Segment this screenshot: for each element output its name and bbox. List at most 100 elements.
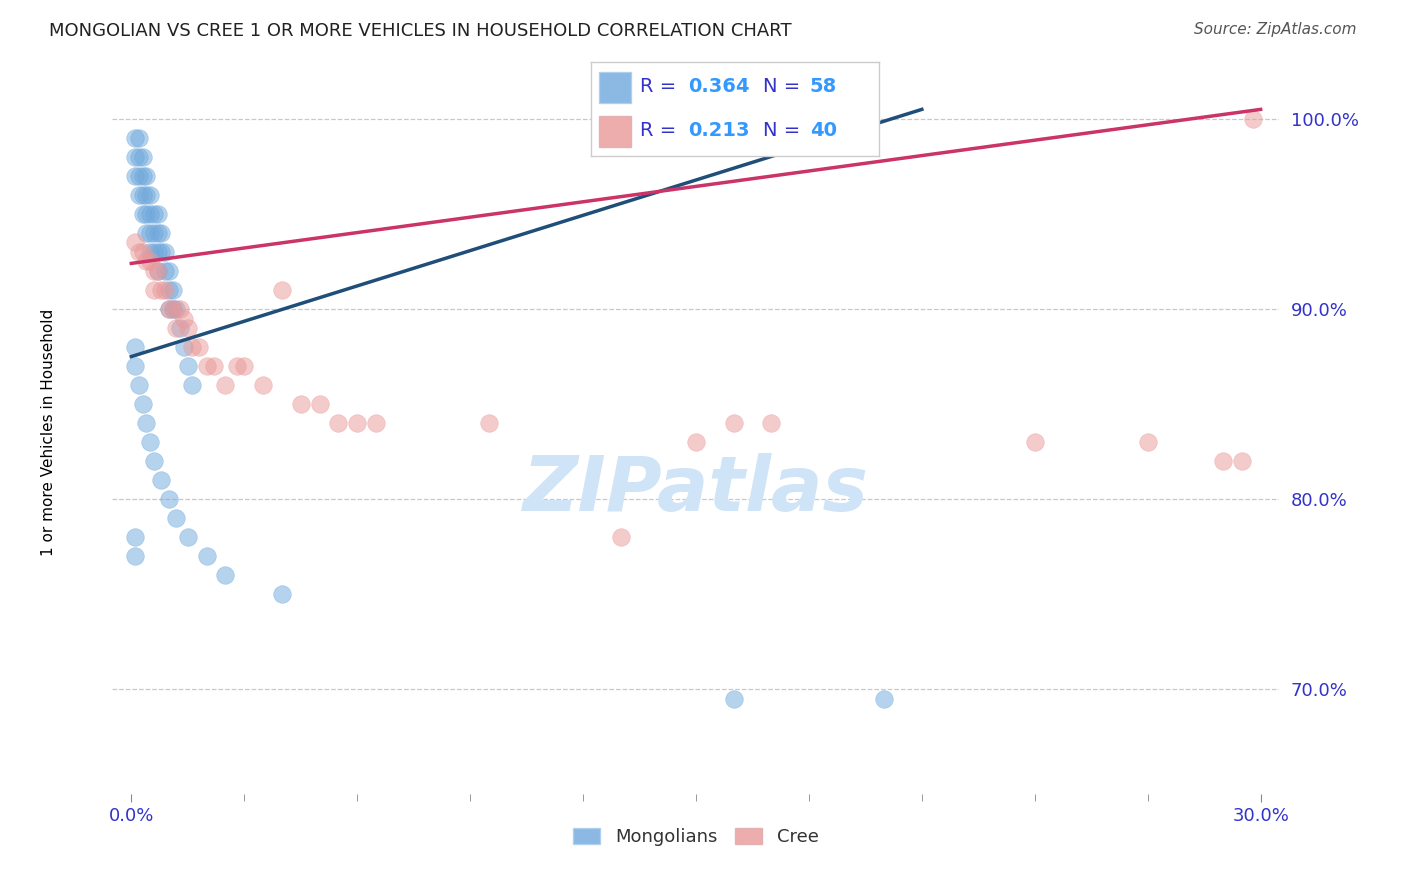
Point [173, 340, 195, 354]
Legend: Mongolians, Cree: Mongolians, Cree [567, 821, 825, 854]
Point [142, 207, 165, 221]
Point [157, 301, 180, 316]
Point [162, 283, 184, 297]
Point [1212, 454, 1234, 468]
Point [135, 254, 157, 268]
Point [308, 397, 330, 411]
Point [723, 416, 745, 430]
Point [157, 492, 180, 507]
Point [270, 587, 292, 601]
Point [478, 416, 501, 430]
Point [214, 378, 236, 392]
Point [761, 416, 783, 430]
Point [124, 235, 146, 250]
Bar [599, 116, 631, 147]
Text: 0.364: 0.364 [689, 78, 749, 96]
Point [150, 283, 173, 297]
Point [233, 359, 256, 373]
Point [124, 530, 146, 544]
Text: 0.213: 0.213 [689, 121, 749, 140]
Point [135, 207, 157, 221]
Point [146, 264, 169, 278]
Point [166, 511, 188, 525]
Point [131, 207, 153, 221]
Point [131, 397, 153, 411]
Point [1230, 454, 1253, 468]
Point [150, 244, 173, 259]
Text: 40: 40 [810, 121, 837, 140]
Point [153, 264, 176, 278]
Text: N =: N = [763, 121, 807, 140]
Text: Source: ZipAtlas.com: Source: ZipAtlas.com [1194, 22, 1357, 37]
Point [142, 283, 165, 297]
Point [131, 150, 153, 164]
Bar [599, 72, 631, 103]
Point [124, 340, 146, 354]
Point [131, 169, 153, 183]
Point [328, 416, 350, 430]
Point [169, 301, 191, 316]
Point [173, 311, 195, 326]
Point [157, 301, 180, 316]
Point [153, 283, 176, 297]
Point [146, 264, 169, 278]
Point [1136, 435, 1159, 450]
Point [128, 378, 150, 392]
Point [135, 188, 157, 202]
Point [252, 378, 274, 392]
Point [188, 340, 211, 354]
Point [685, 435, 707, 450]
Text: ZIPatlas: ZIPatlas [523, 453, 869, 527]
Point [177, 530, 200, 544]
Point [142, 454, 165, 468]
Point [139, 226, 162, 240]
Text: 1 or more Vehicles in Household: 1 or more Vehicles in Household [41, 309, 56, 557]
Point [195, 549, 218, 564]
Point [124, 359, 146, 373]
Point [146, 226, 169, 240]
Point [131, 244, 153, 259]
Point [150, 226, 173, 240]
Text: 58: 58 [810, 78, 837, 96]
Point [124, 131, 146, 145]
Point [153, 244, 176, 259]
Point [364, 416, 387, 430]
Point [146, 244, 169, 259]
Point [142, 226, 165, 240]
Point [1024, 435, 1046, 450]
Point [290, 397, 312, 411]
Point [166, 301, 188, 316]
Point [166, 321, 188, 335]
Point [131, 188, 153, 202]
Point [202, 359, 225, 373]
Point [142, 244, 165, 259]
Point [177, 321, 200, 335]
Point [873, 691, 896, 706]
Point [135, 169, 157, 183]
Point [124, 169, 146, 183]
Point [162, 301, 184, 316]
Point [139, 254, 162, 268]
Point [150, 473, 173, 487]
Point [225, 359, 247, 373]
Text: R =: R = [640, 121, 682, 140]
Point [142, 264, 165, 278]
Point [180, 340, 202, 354]
Point [124, 150, 146, 164]
Text: N =: N = [763, 78, 807, 96]
Point [139, 207, 162, 221]
Point [139, 244, 162, 259]
Point [139, 188, 162, 202]
Point [157, 264, 180, 278]
Point [270, 283, 292, 297]
Point [609, 530, 631, 544]
Point [135, 226, 157, 240]
Point [157, 283, 180, 297]
Point [128, 131, 150, 145]
Point [139, 435, 162, 450]
Point [146, 207, 169, 221]
Point [128, 188, 150, 202]
Point [124, 549, 146, 564]
Point [214, 568, 236, 582]
Point [346, 416, 368, 430]
